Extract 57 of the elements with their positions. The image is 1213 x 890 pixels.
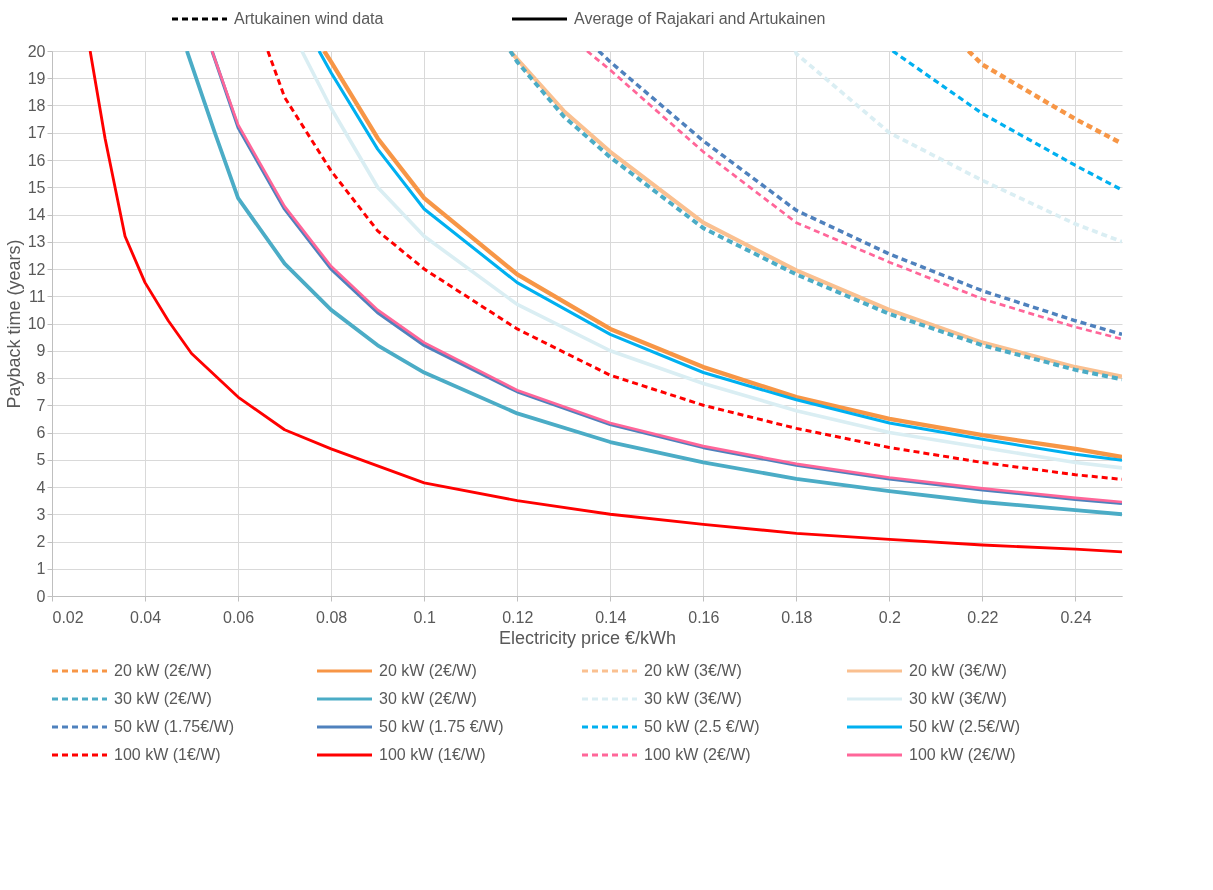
- y-tick-label: 6: [36, 424, 46, 441]
- line-series: [793, 51, 1122, 244]
- y-tick-label: 5: [36, 451, 46, 469]
- y-axis-title: Payback time (years): [3, 239, 24, 409]
- legend-label: 100 kW (1€/W): [379, 746, 486, 763]
- y-tick-label: 15: [27, 178, 46, 196]
- y-tick-label: 4: [36, 478, 46, 496]
- y-tick-label: 12: [27, 260, 46, 278]
- y-tick-label: 10: [27, 315, 46, 332]
- x-tick-label: 0.08: [316, 608, 348, 626]
- legend-label: 30 kW (3€/W): [644, 690, 742, 707]
- y-tick-label: 13: [27, 233, 46, 251]
- y-tick-label: 9: [36, 342, 46, 360]
- y-tick-label: 20: [27, 42, 46, 60]
- y-tick-label: 8: [36, 369, 46, 387]
- x-tick-label: 0.06: [223, 608, 255, 626]
- legend-label: Artukainen wind data: [234, 10, 384, 27]
- legend-label: 50 kW (1.75 €/W): [379, 718, 504, 735]
- y-tick-label: 0: [36, 587, 46, 605]
- y-tick-label: 17: [27, 124, 46, 142]
- x-tick-label: 0.2: [878, 608, 902, 626]
- legend-label: 20 kW (2€/W): [379, 662, 477, 679]
- line-series: [891, 51, 1122, 192]
- legend-label: Average of Rajakari and Artukainen: [574, 10, 826, 27]
- line-series: [88, 51, 1122, 554]
- x-tick-label: 0.24: [1060, 608, 1092, 626]
- y-tick-label: 18: [27, 97, 46, 114]
- x-tick-label: 0.1: [413, 608, 436, 626]
- x-tick-label: 0.22: [967, 608, 999, 626]
- line-series: [966, 51, 1122, 146]
- legend-label: 50 kW (2.5€/W): [909, 718, 1021, 735]
- legend-label: 30 kW (2€/W): [379, 690, 477, 707]
- y-tick-label: 16: [27, 151, 46, 169]
- y-tick-label: 11: [28, 287, 46, 305]
- legend-label: 100 kW (1€/W): [114, 746, 221, 763]
- x-tick-label: 0.16: [688, 608, 720, 626]
- y-tick-label: 1: [36, 560, 46, 578]
- legend-label: 20 kW (2€/W): [114, 662, 212, 679]
- legend-label: 100 kW (2€/W): [644, 746, 751, 763]
- x-axis-title: Electricity price €/kWh: [498, 627, 677, 648]
- x-tick-label: 0.04: [129, 608, 162, 626]
- legend-label: 50 kW (2.5 €/W): [644, 718, 760, 735]
- y-tick-label: 2: [36, 533, 46, 550]
- x-tick-label: 0.02: [52, 608, 84, 626]
- y-tick-label: 3: [36, 505, 46, 523]
- y-tick-label: 14: [27, 206, 46, 223]
- x-tick-label: 0.18: [781, 608, 813, 626]
- y-tick-label: 19: [27, 69, 46, 87]
- x-tick-label: 0.14: [595, 608, 627, 626]
- legend-label: 30 kW (2€/W): [114, 690, 212, 707]
- legend-label: 50 kW (1.75€/W): [114, 718, 235, 735]
- legend-label: 20 kW (3€/W): [909, 662, 1007, 679]
- legend-label: 100 kW (2€/W): [909, 746, 1016, 763]
- legend-label: 30 kW (3€/W): [909, 690, 1007, 707]
- y-tick-label: 7: [36, 396, 46, 414]
- x-tick-label: 0.12: [502, 608, 534, 626]
- legend-label: 20 kW (3€/W): [644, 662, 742, 679]
